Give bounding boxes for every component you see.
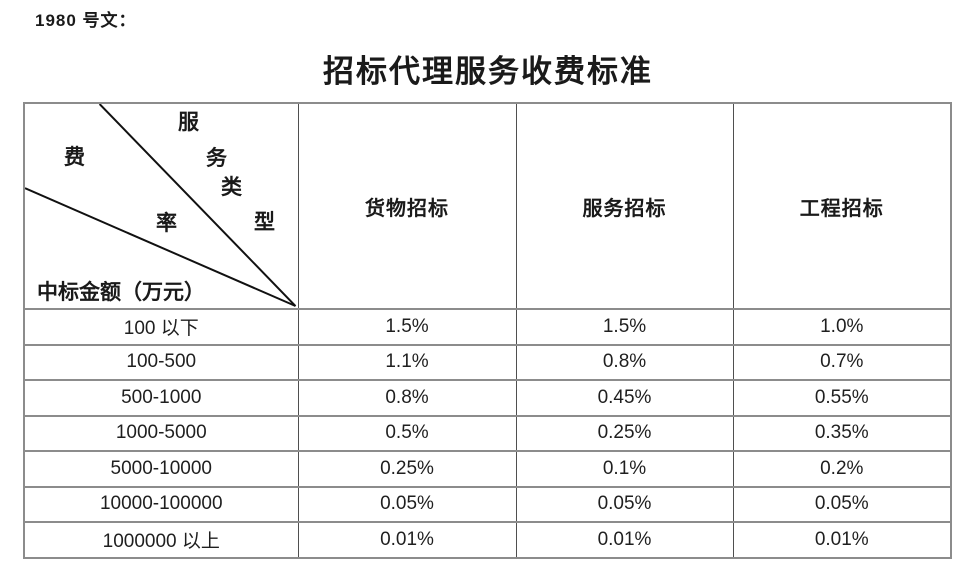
rate-cell: 0.55%: [732, 379, 952, 417]
fee-standard-table: 服 务 类 型 费 率 中标金额（万元） 货物招标 服务招标 工程招标 100 …: [23, 102, 952, 559]
table-row: 5000-10000 0.25% 0.1% 0.2%: [23, 450, 952, 488]
rate-cell: 0.8%: [515, 343, 734, 381]
amount-range-cell: 1000-5000: [23, 414, 299, 452]
rate-cell: 1.0%: [732, 308, 952, 346]
page-title: 招标代理服务收费标准: [323, 54, 653, 89]
amount-range-cell: 100-500: [23, 343, 299, 381]
column-header-works-bidding: 工程招标: [732, 102, 952, 310]
table-row: 100 以下 1.5% 1.5% 1.0%: [23, 308, 952, 346]
rate-cell: 0.2%: [732, 450, 952, 488]
row-axis-label: 中标金额（万元）: [37, 280, 205, 304]
rate-cell: 0.01%: [732, 521, 952, 559]
rate-cell: 0.8%: [297, 379, 517, 417]
corner-label-service-type-char: 服: [178, 110, 199, 134]
rate-cell: 0.01%: [515, 521, 734, 559]
corner-label-service-type-char: 型: [254, 210, 275, 234]
table-row: 1000000 以上 0.01% 0.01% 0.01%: [23, 521, 952, 559]
corner-label-service-type-char: 类: [221, 175, 242, 199]
corner-label-fee-rate-char: 费: [64, 145, 85, 169]
amount-range-cell: 10000-100000: [23, 485, 299, 523]
amount-range-cell: 5000-10000: [23, 450, 299, 488]
rate-cell: 0.7%: [732, 343, 952, 381]
rate-cell: 1.5%: [515, 308, 734, 346]
table-header-row: 服 务 类 型 费 率 中标金额（万元） 货物招标 服务招标 工程招标: [23, 102, 952, 310]
table-row: 100-500 1.1% 0.8% 0.7%: [23, 343, 952, 381]
diagonal-divider-lines: [25, 105, 297, 307]
table-row: 1000-5000 0.5% 0.25% 0.35%: [23, 414, 952, 452]
rate-cell: 0.45%: [515, 379, 734, 417]
column-header-goods-bidding: 货物招标: [297, 102, 517, 310]
table-row: 10000-100000 0.05% 0.05% 0.05%: [23, 485, 952, 523]
rate-cell: 0.5%: [297, 414, 517, 452]
diagonal-corner-cell: 服 务 类 型 费 率 中标金额（万元）: [23, 102, 299, 310]
document-number-label: 1980 号文：: [35, 11, 137, 30]
rate-cell: 0.1%: [515, 450, 734, 488]
rate-cell: 0.35%: [732, 414, 952, 452]
corner-label-fee-rate-char: 率: [156, 211, 177, 235]
rate-cell: 1.1%: [297, 343, 517, 381]
rate-cell: 0.25%: [297, 450, 517, 488]
rate-cell: 0.05%: [515, 485, 734, 523]
rate-cell: 1.5%: [297, 308, 517, 346]
rate-cell: 0.25%: [515, 414, 734, 452]
amount-range-cell: 100 以下: [23, 308, 299, 346]
table-row: 500-1000 0.8% 0.45% 0.55%: [23, 379, 952, 417]
corner-label-service-type-char: 务: [206, 146, 227, 170]
amount-range-cell: 500-1000: [23, 379, 299, 417]
column-header-service-bidding: 服务招标: [515, 102, 734, 310]
rate-cell: 0.05%: [732, 485, 952, 523]
rate-cell: 0.05%: [297, 485, 517, 523]
amount-range-cell: 1000000 以上: [23, 521, 299, 559]
rate-cell: 0.01%: [297, 521, 517, 559]
